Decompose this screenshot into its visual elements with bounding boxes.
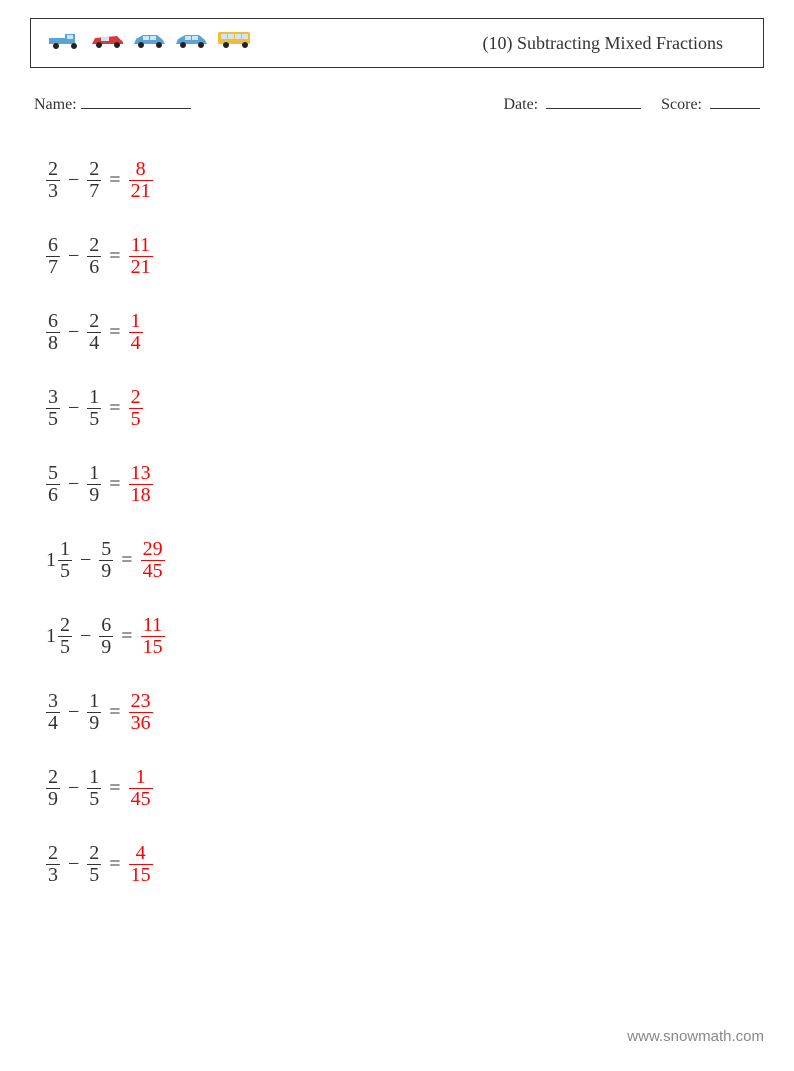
minus-sign: − — [68, 397, 79, 420]
car-icon — [89, 30, 127, 55]
worksheet-title: (10) Subtracting Mixed Fractions — [483, 33, 747, 54]
answer: 2336 — [129, 691, 153, 734]
name-field: Name: — [34, 92, 191, 114]
minus-sign: − — [80, 549, 91, 572]
equals-sign: = — [109, 245, 120, 268]
header-box: (10) Subtracting Mixed Fractions — [30, 18, 764, 68]
score-field: Score: — [661, 92, 760, 114]
minus-sign: − — [68, 245, 79, 268]
equals-sign: = — [109, 321, 120, 344]
date-field: Date: — [503, 92, 641, 114]
whole-a: 1 — [46, 549, 56, 572]
date-blank — [546, 92, 641, 109]
equals-sign: = — [109, 701, 120, 724]
score-blank — [710, 92, 760, 109]
answer: 25 — [129, 387, 143, 430]
car-icon — [173, 30, 211, 55]
answer: 2945 — [141, 539, 165, 582]
minus-sign: − — [68, 853, 79, 876]
problem-row: 23−27=821 — [46, 142, 794, 218]
equals-sign: = — [109, 777, 120, 800]
answer: 415 — [129, 843, 153, 886]
name-blank — [81, 92, 191, 109]
problem-row: 34−19=2336 — [46, 674, 794, 750]
answer: 14 — [129, 311, 143, 354]
problem-row: 56−19=1318 — [46, 446, 794, 522]
car-icon — [131, 30, 169, 55]
minus-sign: − — [68, 169, 79, 192]
answer: 145 — [129, 767, 153, 810]
problem-row: 115−59=2945 — [46, 522, 794, 598]
score-label: Score: — [661, 96, 702, 113]
equals-sign: = — [121, 549, 132, 572]
minus-sign: − — [68, 473, 79, 496]
date-label: Date: — [503, 96, 538, 113]
equals-sign: = — [121, 625, 132, 648]
problem-row: 125−69=1115 — [46, 598, 794, 674]
problem-row: 35−15=25 — [46, 370, 794, 446]
problem-row: 23−25=415 — [46, 826, 794, 902]
problem-row: 68−24=14 — [46, 294, 794, 370]
whole-a: 1 — [46, 625, 56, 648]
equals-sign: = — [109, 169, 120, 192]
equals-sign: = — [109, 473, 120, 496]
footer-url: www.snowmath.com — [627, 1028, 764, 1045]
car-icons — [47, 31, 255, 55]
info-row: Name: Date: Score: — [34, 92, 760, 114]
problem-row: 67−26=1121 — [46, 218, 794, 294]
answer: 1121 — [129, 235, 153, 278]
minus-sign: − — [68, 777, 79, 800]
problems-list: 23−27=82167−26=112168−24=1435−15=2556−19… — [46, 142, 794, 902]
car-icon — [215, 28, 255, 55]
problem-row: 29−15=145 — [46, 750, 794, 826]
equals-sign: = — [109, 853, 120, 876]
name-label: Name: — [34, 96, 77, 114]
answer: 821 — [129, 159, 153, 202]
minus-sign: − — [68, 321, 79, 344]
answer: 1318 — [129, 463, 153, 506]
answer: 1115 — [141, 615, 165, 658]
minus-sign: − — [80, 625, 91, 648]
minus-sign: − — [68, 701, 79, 724]
car-icon — [47, 30, 85, 55]
equals-sign: = — [109, 397, 120, 420]
